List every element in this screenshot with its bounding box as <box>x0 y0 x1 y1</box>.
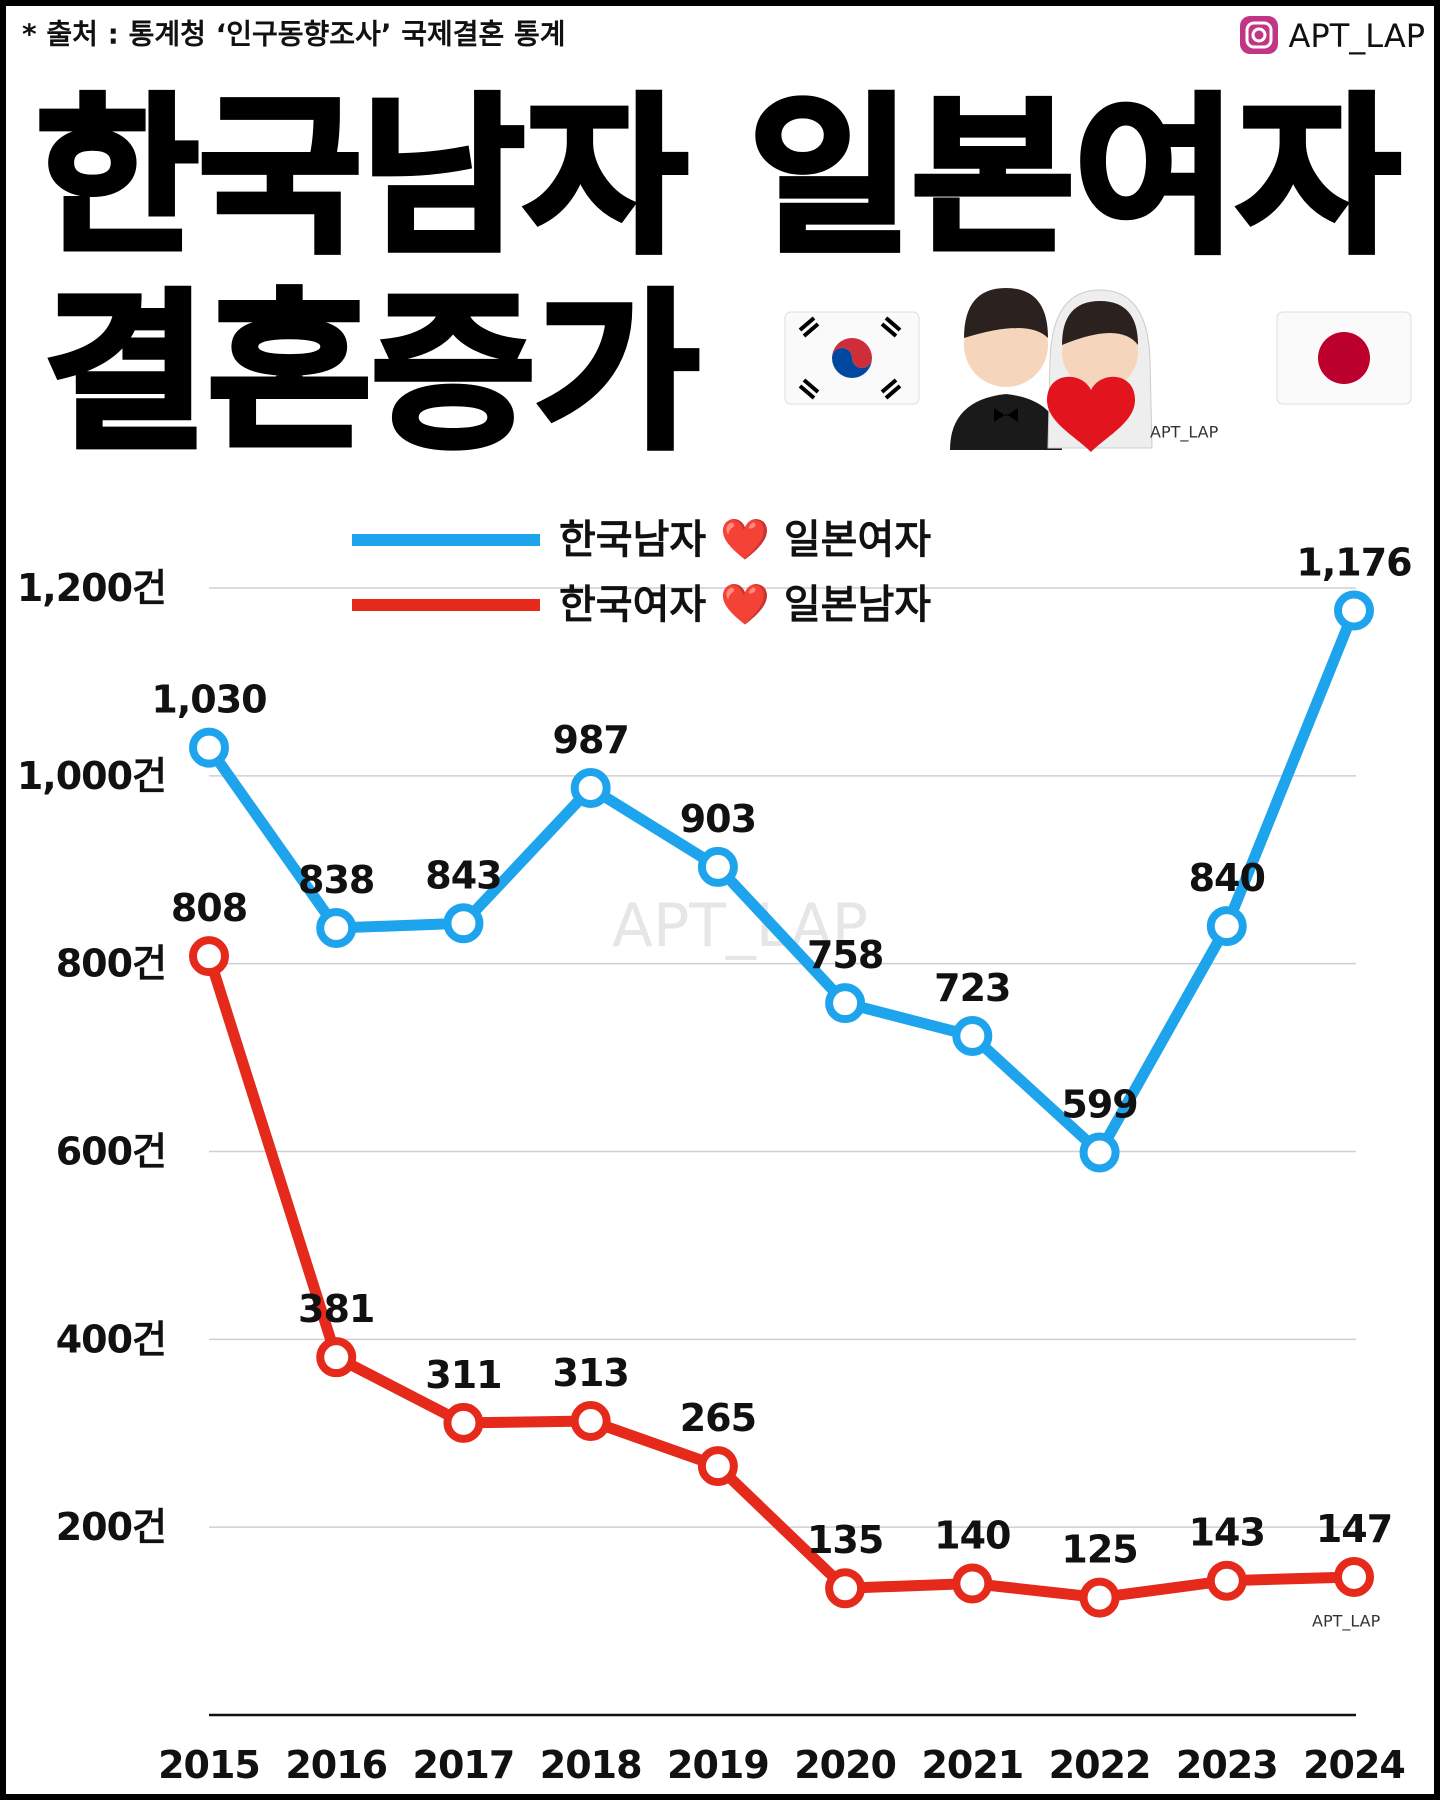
point-marker <box>316 907 357 948</box>
data-label: 1,176 <box>1296 541 1411 585</box>
point-marker <box>189 936 229 977</box>
data-label: 1,030 <box>151 678 266 722</box>
data-label: 140 <box>934 1514 1010 1558</box>
data-label: 987 <box>553 718 629 762</box>
point-marker <box>697 1446 738 1487</box>
legend-label: 한국여자 ❤️ 일본남자 <box>559 582 931 628</box>
brand-logo <box>1240 16 1278 54</box>
data-label: 381 <box>298 1287 374 1331</box>
point-marker <box>1334 1556 1374 1597</box>
plot: 200건 400건 600건 800건 1,000건 1,200건 2015 2016 2017… <box>17 517 1413 1787</box>
data-label: 903 <box>680 797 756 841</box>
point-marker <box>1334 590 1374 631</box>
point-marker <box>443 1402 484 1443</box>
japan-flag <box>1276 311 1412 405</box>
title-line: 한국남자 일본여자 <box>36 79 1400 277</box>
point-marker <box>1206 906 1247 947</box>
data-label: 311 <box>425 1353 501 1397</box>
data-label: 135 <box>807 1518 883 1562</box>
data-label: 840 <box>1189 856 1265 900</box>
data-label: 808 <box>171 886 247 930</box>
data-label: 147 <box>1316 1507 1392 1551</box>
watermark: APT_LAP <box>612 891 868 961</box>
y-tick-label: 200건 <box>56 1505 166 1549</box>
point-marker <box>443 903 484 944</box>
data-label: 143 <box>1189 1511 1265 1555</box>
x-tick-label: 2015 <box>158 1743 260 1787</box>
x-tick-label: 2018 <box>540 1743 642 1787</box>
point-marker <box>1206 1560 1247 1601</box>
point-marker <box>570 1401 611 1442</box>
data-label: 838 <box>298 858 374 902</box>
point-marker <box>952 1563 993 1604</box>
korea-flag <box>784 311 920 405</box>
data-label: 265 <box>680 1396 756 1440</box>
x-tick-label: 2022 <box>1049 1743 1151 1787</box>
y-tick-label: 800건 <box>56 942 166 986</box>
x-tick-label: 2023 <box>1176 1743 1278 1787</box>
x-tick-label: 2020 <box>794 1743 896 1787</box>
data-label: 313 <box>553 1351 629 1395</box>
series-line <box>204 608 1360 1158</box>
brand: APT_LAP <box>1289 17 1425 55</box>
point-marker <box>825 983 866 1024</box>
data-label: 723 <box>934 966 1010 1010</box>
point-marker <box>1079 1577 1120 1618</box>
heart-icon <box>1047 376 1135 452</box>
y-tick-label: 1,200건 <box>17 566 166 610</box>
series-line <box>203 954 1355 1604</box>
data-label: 843 <box>425 853 501 897</box>
x-tick-label: 2017 <box>413 1743 515 1787</box>
point-marker <box>316 1337 357 1378</box>
y-tick-label: 600건 <box>56 1130 166 1174</box>
legend-label: 한국남자 ❤️ 일본여자 <box>559 517 931 563</box>
source-note: * 출처 : 통계청 ‘인구동향조사’ 국제결혼 통계 <box>22 18 566 51</box>
x-tick-label: 2016 <box>285 1743 387 1787</box>
point-marker <box>189 727 229 768</box>
watermark: APT_LAP <box>1312 1612 1381 1632</box>
y-tick-label: 400건 <box>56 1317 166 1361</box>
x-tick-label: 2024 <box>1303 1743 1405 1787</box>
x-tick-label: 2021 <box>921 1743 1023 1787</box>
point-marker <box>1079 1132 1120 1173</box>
point-marker <box>697 846 738 887</box>
watermark: APT_LAP <box>1150 423 1219 443</box>
groom-icon <box>950 288 1062 450</box>
point-marker <box>952 1015 993 1056</box>
data-label: 599 <box>1061 1082 1137 1126</box>
point-marker <box>570 768 611 809</box>
y-tick-label: 1,000건 <box>17 754 166 798</box>
point-marker <box>825 1568 866 1609</box>
data-label: 125 <box>1061 1528 1137 1572</box>
title-line: 결혼증가 <box>44 275 699 473</box>
x-tick-label: 2019 <box>667 1743 769 1787</box>
data-label: 758 <box>807 933 883 977</box>
